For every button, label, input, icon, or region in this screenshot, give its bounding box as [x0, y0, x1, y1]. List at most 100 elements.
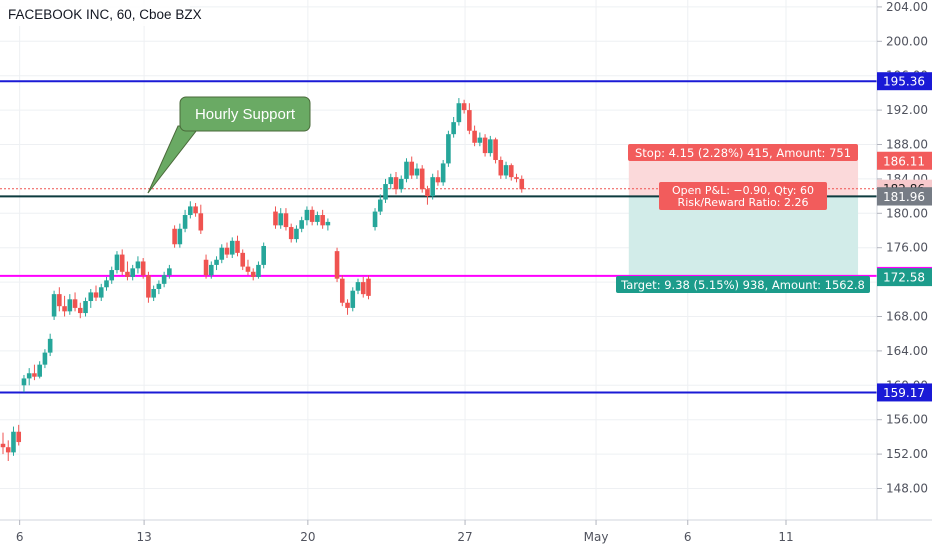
candle-body [109, 270, 115, 281]
candle-body [304, 209, 310, 221]
candle-body [57, 294, 62, 307]
candle-body [240, 252, 246, 267]
candle-body [93, 292, 99, 298]
candle-body [493, 139, 498, 160]
price-tick-label: 168.00 [886, 310, 928, 324]
candle-body [193, 206, 198, 214]
time-tick-label: May [584, 530, 609, 544]
candle-body [477, 137, 483, 143]
price-tag-box [877, 383, 932, 402]
price-tag-box [877, 72, 932, 91]
candle-body [161, 275, 167, 284]
price-tick-label: 192.00 [886, 103, 928, 117]
candle-body [393, 177, 399, 190]
hourly-support-callout[interactable]: Hourly Support [147, 96, 311, 194]
time-ticks: 6 13 20 27 May 6 11 [16, 520, 794, 544]
price-tag-box [877, 187, 932, 206]
candle-body [140, 261, 146, 276]
candle-body [430, 177, 435, 197]
position-labels[interactable]: Stop: 4.15 (2.28%) 415, Amount: 751 Open… [616, 144, 870, 293]
candle-body [467, 110, 472, 131]
title-backdrop [0, 0, 190, 26]
candle-body [377, 199, 383, 212]
candle-body [294, 228, 299, 240]
pnl-label: Open P&L: −0.90, Qty: 60 [672, 184, 814, 197]
candle-body [372, 211, 378, 228]
price-tag-label: 195.36 [883, 75, 925, 89]
candle-body [309, 209, 315, 222]
candle-body [339, 278, 345, 303]
time-tick-label: 6 [684, 530, 692, 544]
candle-body [456, 103, 462, 123]
price-tick-label: 164.00 [886, 344, 928, 358]
candle-body [355, 282, 361, 291]
price-tick-label: 188.00 [886, 138, 928, 152]
candle-body [366, 278, 371, 296]
candle-body [114, 254, 120, 271]
candle-body [98, 287, 104, 298]
candle-body [404, 161, 409, 179]
time-tick-label: 27 [457, 530, 472, 544]
price-tag-box [877, 151, 932, 170]
candle-body [83, 301, 88, 314]
price-axis[interactable]: 148.00152.00156.00160.00164.00168.00172.… [876, 0, 932, 550]
candle-body [414, 168, 420, 176]
candle-body [214, 259, 219, 265]
candle-body [11, 431, 16, 453]
price-tick-label: 148.00 [886, 482, 928, 496]
candle-body [21, 378, 27, 386]
time-tick-label: 20 [300, 530, 315, 544]
candle-body [299, 220, 304, 229]
candle-body [320, 215, 325, 226]
pnl-label-box [659, 182, 827, 210]
candle-body [273, 211, 278, 226]
candle-body [88, 292, 94, 302]
time-tick-label: 11 [778, 530, 793, 544]
candle-body [151, 288, 156, 298]
candle-body [315, 215, 320, 222]
candle-body [156, 283, 162, 289]
candle-body [172, 228, 177, 245]
candle-body [388, 177, 394, 185]
candle-body [5, 447, 11, 453]
candle-body [130, 268, 135, 277]
candle-body [409, 161, 415, 176]
candle-body [188, 206, 193, 216]
candle-body [383, 184, 388, 200]
candle-body [182, 215, 188, 229]
time-tick-label: 13 [136, 530, 151, 544]
candle-body [325, 221, 331, 226]
candle-body [288, 227, 294, 240]
candle-body [47, 338, 53, 353]
price-tag-label: 181.96 [883, 190, 925, 204]
candle-body [0, 443, 6, 448]
candle-body [119, 254, 125, 272]
candle-body [256, 264, 261, 277]
candle-body [77, 307, 83, 314]
candle-body [135, 261, 141, 269]
candles [0, 98, 525, 461]
candle-body [250, 271, 256, 277]
time-axis[interactable]: 6 13 20 27 May 6 11 [0, 519, 932, 544]
risk-reward-label: Risk/Reward Ratio: 2.26 [678, 196, 809, 209]
candle-body [461, 103, 467, 111]
candle-body [37, 364, 42, 377]
time-tick-label: 6 [16, 530, 24, 544]
price-tick-label: 156.00 [886, 413, 928, 427]
candle-body [503, 165, 509, 176]
candle-body [498, 159, 504, 176]
candle-body [219, 247, 225, 260]
price-tags: 195.36186.11182.86181.97181.96172.72172.… [877, 72, 932, 402]
price-tag-label: 159.17 [883, 386, 925, 400]
price-tick-label: 204.00 [886, 0, 928, 14]
price-tick-label: 180.00 [886, 206, 928, 220]
callout-box [179, 96, 311, 132]
candle-body [203, 259, 209, 276]
candle-body [42, 352, 48, 365]
candle-body [472, 130, 477, 143]
candle-body [245, 266, 251, 272]
candle-body [519, 178, 525, 190]
position-zones [628, 160, 859, 278]
candle-body [514, 177, 519, 179]
